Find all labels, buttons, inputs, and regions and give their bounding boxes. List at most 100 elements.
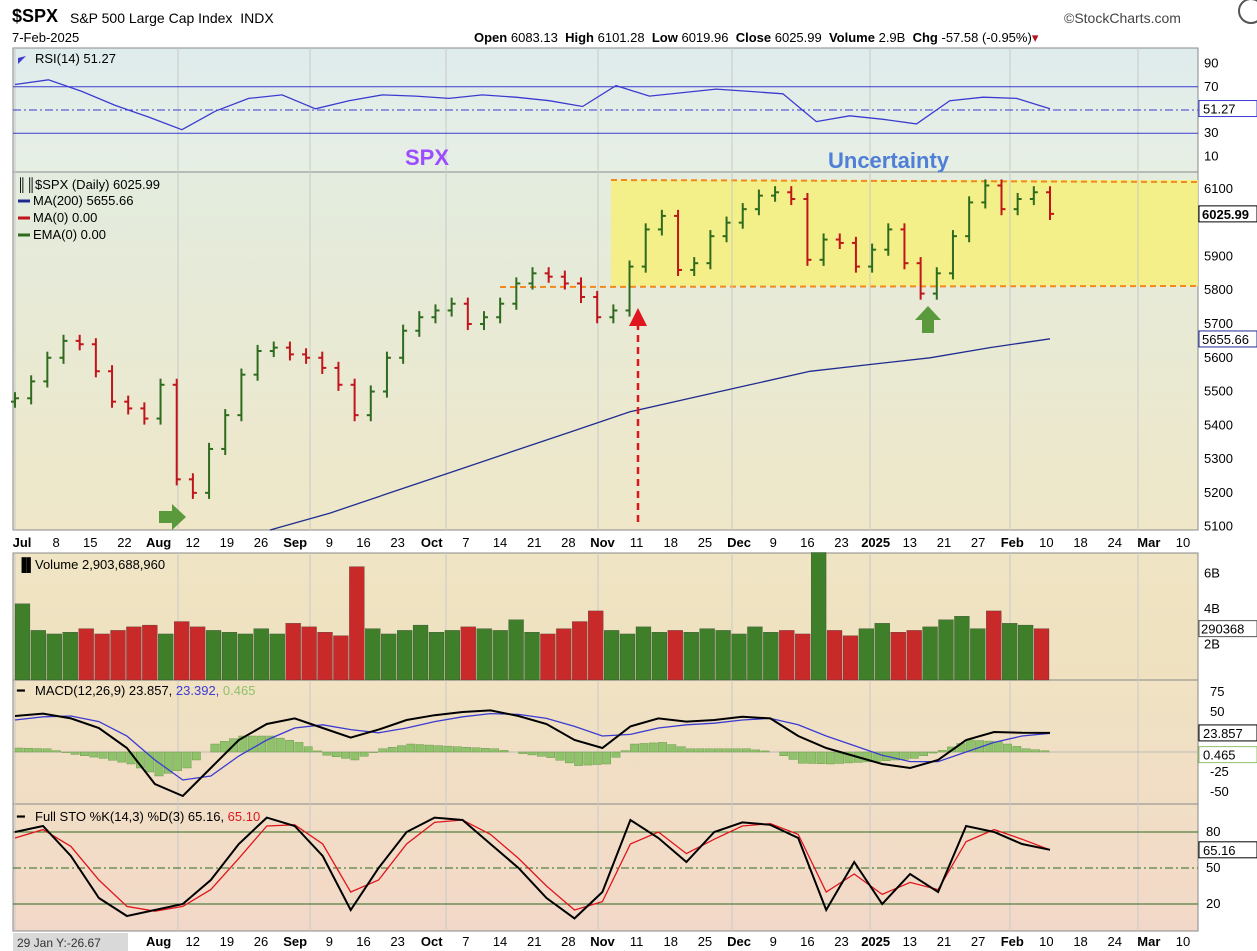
volume-bar <box>62 632 78 681</box>
x-axis-label-bottom: Sep <box>283 934 307 949</box>
macd-histogram-bar <box>984 740 994 753</box>
x-axis-label-bottom: 11 <box>630 934 644 949</box>
sto-last-value: 65.16 <box>1203 843 1236 858</box>
macd-histogram-bar <box>965 739 975 753</box>
macd-histogram-bar <box>564 751 574 764</box>
sto-d-line <box>14 819 1051 912</box>
price-tick-label: 5900 <box>1204 248 1233 263</box>
macd-histogram-bar <box>471 747 481 753</box>
volume-bar <box>126 626 142 681</box>
rsi-tick-label: 70 <box>1204 79 1218 94</box>
x-axis-label: 12 <box>186 535 200 550</box>
volume-bar <box>842 635 859 681</box>
x-axis-label: 16 <box>356 535 370 550</box>
macd-histogram-bar <box>937 750 947 753</box>
price-bar <box>334 361 343 391</box>
macd-histogram-bar <box>798 751 807 764</box>
price-bar <box>366 385 375 422</box>
macd-icon: ━ <box>16 683 25 698</box>
macd-histogram-bar <box>779 751 789 756</box>
rsi-tick-label: 30 <box>1204 125 1218 140</box>
volume-bar <box>30 630 46 681</box>
x-axis-label-bottom: 26 <box>254 934 268 949</box>
volume-title: Volume 2,903,688,960 <box>35 557 165 572</box>
price-bar <box>59 334 68 364</box>
rsi-line <box>14 79 1051 131</box>
macd-tick-label: 75 <box>1210 684 1224 699</box>
zoom-icon[interactable] <box>1238 0 1257 24</box>
volume-bar <box>1018 624 1034 681</box>
x-axis-label: 7 <box>462 535 469 550</box>
price-bar <box>803 192 812 266</box>
macd-histogram-bar <box>909 751 919 759</box>
volume-last-value: 290368 <box>1201 622 1244 637</box>
price-bar <box>302 348 311 364</box>
volume-label: Volume <box>828 30 875 45</box>
macd-histogram-bar <box>322 751 332 756</box>
macd-histogram-bar <box>583 751 593 766</box>
price-bar <box>188 473 197 499</box>
price-bar <box>11 392 19 408</box>
volume-bar <box>747 626 763 681</box>
price-bar <box>948 230 957 280</box>
macd-histogram-bar <box>676 746 686 753</box>
volume-value: 2.9B <box>878 30 906 45</box>
low-label: Low <box>651 30 678 45</box>
sto-title-k: Full STO %K(14,3) %D(3) 65.16, <box>35 809 228 824</box>
x-axis-label: 25 <box>698 535 712 550</box>
volume-bar <box>285 623 301 681</box>
macd-histogram-bar <box>275 737 285 753</box>
macd-histogram-bar <box>686 748 695 753</box>
volume-bar <box>301 626 317 681</box>
macd-histogram-bar <box>61 751 71 753</box>
price-bar <box>512 277 521 310</box>
price-bar <box>463 297 472 331</box>
price-bar <box>318 351 327 374</box>
red-arrow-head-icon <box>629 308 647 326</box>
price-bar <box>528 267 537 290</box>
macd-line <box>14 709 1051 798</box>
price-bar <box>916 257 925 300</box>
volume-bar <box>858 628 874 681</box>
volume-tick-label: 6B <box>1204 566 1220 581</box>
macd-histogram-bar <box>536 751 546 757</box>
x-axis-label-bottom: Oct <box>421 934 443 949</box>
stockcharts-brand[interactable]: ©StockCharts.com <box>1064 10 1181 26</box>
x-axis-label: Sep <box>283 535 307 550</box>
macd-histogram-bar <box>751 749 761 753</box>
volume-bar <box>476 628 492 681</box>
price-bar <box>1046 186 1054 220</box>
volume-bar <box>906 630 922 681</box>
x-axis-label-bottom: 12 <box>186 934 200 949</box>
macd-histogram-bar <box>639 743 649 753</box>
price-tick-label: 5400 <box>1204 417 1233 432</box>
macd-histogram-bar <box>33 748 43 753</box>
close-label: Close <box>735 30 772 45</box>
volume-bar <box>253 628 269 681</box>
price-tick-label: 5500 <box>1204 384 1233 399</box>
volume-bar <box>397 630 413 681</box>
volume-bar <box>174 621 190 681</box>
macd-histogram-bar <box>453 746 462 753</box>
macd-histogram-bar <box>658 742 667 753</box>
volume-bar <box>221 632 238 681</box>
x-axis-label-bottom: 10 <box>1176 934 1190 949</box>
volume-bar <box>46 633 62 681</box>
resistance-line <box>610 179 1199 183</box>
macd-histogram-bar <box>844 751 854 764</box>
volume-bar <box>890 632 906 681</box>
macd-last-box <box>1198 724 1257 742</box>
x-axis-label-bottom: 14 <box>493 934 507 949</box>
macd-histogram-bar <box>108 751 117 761</box>
macd-title-signal: 23.392, <box>176 683 223 698</box>
price-bar <box>625 260 634 317</box>
volume-bar <box>938 619 954 681</box>
macd-histogram-bar <box>359 751 369 757</box>
volume-bar <box>412 624 429 681</box>
volume-bar <box>970 628 986 681</box>
x-axis-label: 27 <box>971 535 985 550</box>
macd-histogram-bar <box>742 748 751 753</box>
macd-histogram-bar <box>928 751 938 754</box>
macd-histogram-bar <box>891 751 901 761</box>
